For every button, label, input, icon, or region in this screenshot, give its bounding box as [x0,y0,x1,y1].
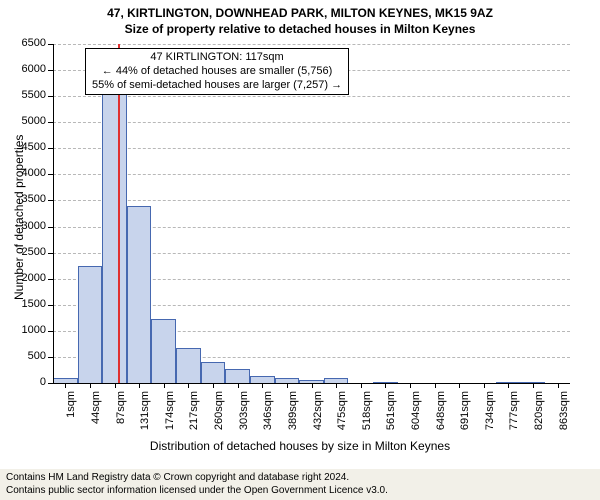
x-tick-label: 734sqm [484,391,496,491]
histogram-bar [102,85,127,383]
x-tick-label: 87sqm [115,391,127,491]
x-tick-label: 518sqm [361,391,373,491]
histogram-bar [78,266,103,383]
annotation-line-2: ← 44% of detached houses are smaller (5,… [92,65,342,79]
histogram-bar [201,362,226,383]
x-tick-label: 260sqm [213,391,225,491]
y-tick-label: 6500 [0,37,46,49]
gridline [53,148,570,149]
y-tick-label: 3500 [0,193,46,205]
x-tick-label: 389sqm [287,391,299,491]
x-tick-label: 131sqm [139,391,151,491]
x-tick-label: 561sqm [385,391,397,491]
annotation-box: 47 KIRTLINGTON: 117sqm ← 44% of detached… [85,48,349,95]
x-tick-label: 475sqm [336,391,348,491]
x-tick-label: 346sqm [262,391,274,491]
histogram-bar [250,376,275,383]
gridline [53,200,570,201]
histogram-bar [127,206,152,383]
y-tick-label: 5000 [0,115,46,127]
x-tick-label: 174sqm [164,391,176,491]
x-tick-label: 1sqm [65,391,77,491]
gridline [53,174,570,175]
y-tick-label: 3000 [0,220,46,232]
histogram-bar [176,348,201,383]
y-tick-label: 2500 [0,246,46,258]
y-tick-label: 1500 [0,298,46,310]
x-tick-label: 820sqm [533,391,545,491]
x-tick-label: 303sqm [238,391,250,491]
chart-subtitle: Size of property relative to detached ho… [0,22,600,36]
annotation-line-3: 55% of semi-detached houses are larger (… [92,79,342,93]
y-tick-label: 0 [0,376,46,388]
y-tick-label: 4500 [0,141,46,153]
histogram-bar [151,319,176,383]
x-tick-label: 217sqm [188,391,200,491]
y-tick-label: 2000 [0,272,46,284]
gridline [53,122,570,123]
x-tick-label: 44sqm [90,391,102,491]
x-axis-line [53,383,570,384]
x-tick-label: 648sqm [435,391,447,491]
gridline [53,44,570,45]
y-tick-label: 1000 [0,324,46,336]
chart-title: 47, KIRTLINGTON, DOWNHEAD PARK, MILTON K… [0,6,600,20]
histogram-bar [225,369,250,383]
x-tick-label: 863sqm [558,391,570,491]
y-tick-label: 5500 [0,89,46,101]
x-tick-label: 604sqm [410,391,422,491]
x-tick-label: 432sqm [312,391,324,491]
y-tick-label: 6000 [0,63,46,75]
y-tick-label: 500 [0,350,46,362]
annotation-line-1: 47 KIRTLINGTON: 117sqm [92,51,342,65]
y-tick-label: 4000 [0,167,46,179]
y-axis-line [53,44,54,383]
gridline [53,96,570,97]
x-tick-label: 777sqm [508,391,520,491]
x-tick-label: 691sqm [459,391,471,491]
